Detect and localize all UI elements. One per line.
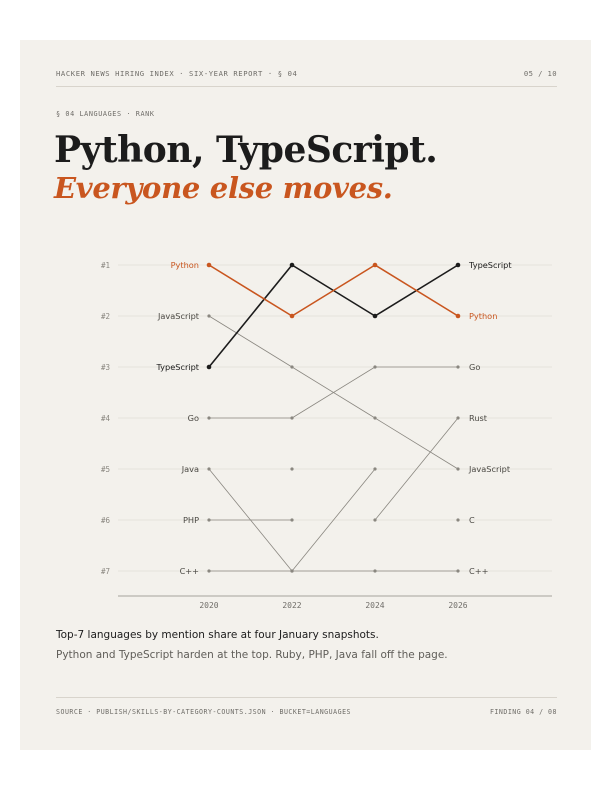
chart-lines bbox=[208, 264, 459, 572]
y-tick-label: #6 bbox=[101, 516, 111, 525]
y-tick-label: #5 bbox=[101, 465, 110, 474]
page-subtitle: Everyone else moves. bbox=[54, 171, 393, 205]
point-javascript bbox=[207, 314, 211, 318]
chart-caption-sub: Python and TypeScript harden at the top.… bbox=[56, 649, 448, 661]
x-tick-label: 2024 bbox=[365, 601, 384, 610]
point-typescript bbox=[289, 262, 295, 268]
left-label-typescript: TypeScript bbox=[155, 362, 199, 372]
x-tick-label: 2022 bbox=[282, 601, 301, 610]
point-python bbox=[289, 313, 295, 319]
point-unlabeled bbox=[290, 467, 294, 471]
point-javascript bbox=[373, 416, 377, 420]
source-note: SOURCE · PUBLISH/SKILLS-BY-CATEGORY-COUN… bbox=[56, 708, 352, 716]
point-cpp bbox=[456, 569, 460, 573]
point-cpp bbox=[207, 569, 211, 573]
series-segment-python bbox=[208, 264, 293, 317]
series-segment-rust bbox=[374, 417, 459, 521]
chart-labels: #1 #2 #3 #4 #5 #6 #7 2020 2022 2024 2026 Python Java… bbox=[101, 260, 512, 610]
point-go bbox=[290, 416, 294, 420]
right-label-typescript: TypeScript bbox=[468, 260, 512, 270]
right-label-rust: Rust bbox=[469, 413, 488, 423]
left-label-php: PHP bbox=[183, 515, 199, 525]
series-segment-javascript bbox=[374, 417, 459, 470]
y-tick-label: #7 bbox=[101, 567, 110, 576]
point-cpp bbox=[373, 569, 377, 573]
x-tick-label: 2020 bbox=[199, 601, 218, 610]
point-typescript bbox=[455, 262, 461, 268]
y-tick-label: #4 bbox=[101, 414, 111, 423]
rank-bump-chart: #1 #2 #3 #4 #5 #6 #7 2020 2022 2024 2026 Python Java… bbox=[101, 260, 552, 610]
point-c bbox=[456, 518, 460, 522]
point-javascript bbox=[290, 365, 294, 369]
right-label-cpp: C++ bbox=[469, 566, 488, 576]
point-python bbox=[455, 313, 461, 319]
right-label-javascript: JavaScript bbox=[468, 464, 511, 474]
section-label: § 04 LANGUAGES · RANK bbox=[56, 110, 155, 118]
right-label-python: Python bbox=[469, 311, 497, 321]
series-segment-python bbox=[374, 264, 459, 317]
point-php bbox=[290, 518, 294, 522]
header-divider bbox=[56, 86, 557, 87]
point-typescript bbox=[372, 313, 378, 319]
point-rust bbox=[373, 518, 377, 522]
series-segment-typescript bbox=[208, 264, 293, 368]
series-segment-python bbox=[291, 264, 376, 317]
running-header: HACKER NEWS HIRING INDEX · SIX-YEAR REPO… bbox=[56, 69, 298, 78]
y-tick-label: #3 bbox=[101, 363, 110, 372]
point-python bbox=[372, 262, 378, 268]
right-label-go: Go bbox=[469, 362, 480, 372]
point-php bbox=[207, 518, 211, 522]
page-title: Python, TypeScript. bbox=[54, 129, 438, 171]
point-go bbox=[373, 365, 377, 369]
series-segment-java bbox=[291, 468, 376, 572]
finding-counter: FINDING 04 / 08 bbox=[489, 708, 557, 716]
left-label-go: Go bbox=[188, 413, 199, 423]
point-typescript bbox=[206, 364, 212, 370]
right-label-c: C bbox=[469, 515, 475, 525]
chart-points bbox=[206, 262, 461, 573]
point-javascript bbox=[456, 467, 460, 471]
chart-caption: Top-7 languages by mention share at four… bbox=[56, 629, 379, 641]
series-segment-go bbox=[291, 366, 376, 419]
y-tick-label: #1 bbox=[101, 261, 110, 270]
left-label-javascript: JavaScript bbox=[157, 311, 200, 321]
point-rust bbox=[456, 416, 460, 420]
point-go bbox=[207, 416, 211, 420]
page-number: 05 / 10 bbox=[523, 69, 557, 78]
report-page: HACKER NEWS HIRING INDEX · SIX-YEAR REPO… bbox=[20, 40, 591, 750]
series-segment-javascript bbox=[208, 315, 293, 368]
point-java bbox=[207, 467, 211, 471]
left-label-java: Java bbox=[181, 464, 199, 474]
point-cpp bbox=[290, 569, 294, 573]
y-tick-label: #2 bbox=[101, 312, 110, 321]
point-java bbox=[373, 467, 377, 471]
x-tick-label: 2026 bbox=[448, 601, 467, 610]
left-label-cpp: C++ bbox=[180, 566, 199, 576]
footer-divider bbox=[56, 697, 557, 698]
left-label-python: Python bbox=[171, 260, 199, 270]
point-go bbox=[456, 365, 460, 369]
point-python bbox=[206, 262, 212, 268]
